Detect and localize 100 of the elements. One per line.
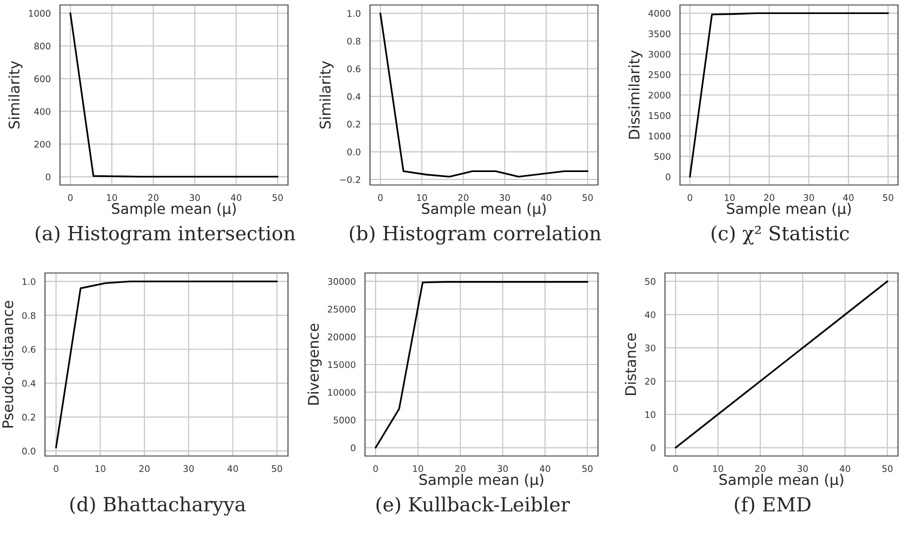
text: (c) χ² Statistic xyxy=(712,225,849,245)
text: (a) Histogram intersection xyxy=(36,225,296,245)
x-axis-title: Sample mean (μ) xyxy=(419,474,544,488)
x-tick-label: 10 xyxy=(413,465,424,472)
y-tick-label: 0.8 xyxy=(347,38,360,45)
y-tick-label: 1000 xyxy=(648,132,670,140)
y-axis-title: Dissimilarity xyxy=(628,50,642,139)
x-axis-title: Sample mean (μ) xyxy=(112,202,236,217)
line-series xyxy=(70,12,278,178)
x-tick-label: 20 xyxy=(458,194,468,202)
y-tick-label: 1000 xyxy=(28,10,50,17)
y-tick-label: 0 xyxy=(650,444,656,452)
x-tick-label: 50 xyxy=(272,465,282,472)
line-series xyxy=(55,280,278,448)
y-tick-label: 0.4 xyxy=(347,93,360,100)
y-tick-label: 0.6 xyxy=(22,346,36,353)
x-tick-label: 10 xyxy=(95,465,106,472)
x-tick-label: 40 xyxy=(540,465,550,472)
y-tick-label: 30 xyxy=(645,344,656,352)
y-tick-label: 0.0 xyxy=(22,448,36,454)
y-tick-label: 2000 xyxy=(648,92,670,99)
y-tick-label: 30000 xyxy=(328,278,356,285)
line-series xyxy=(380,12,588,178)
text: (d) Bhattacharyya xyxy=(70,496,246,516)
y-tick-label: 1.0 xyxy=(22,278,36,286)
y-tick-label: 10000 xyxy=(328,388,356,396)
x-tick-label: 30 xyxy=(500,194,510,202)
x-tick-label: 0 xyxy=(54,465,58,472)
y-tick-label: 20 xyxy=(645,378,656,385)
x-tick-label: 20 xyxy=(755,465,766,472)
y-axis-title: Similarity xyxy=(8,60,22,129)
x-tick-label: 0 xyxy=(378,194,383,202)
x-tick-label: 20 xyxy=(764,194,774,202)
x-tick-label: 30 xyxy=(804,194,814,202)
text: (e) Kullback-Leibler xyxy=(376,496,570,514)
x-tick-label: 10 xyxy=(417,194,427,202)
x-tick-label: 30 xyxy=(498,465,508,472)
y-tick-label: 1.0 xyxy=(348,10,360,17)
y-tick-label: 3500 xyxy=(648,30,670,38)
y-tick-label: 20000 xyxy=(328,334,356,340)
x-tick-label: 10 xyxy=(107,194,117,202)
x-tick-label: 40 xyxy=(843,194,854,202)
x-tick-label: 30 xyxy=(190,194,200,202)
x-tick-label: 30 xyxy=(184,465,194,472)
x-axis-title: Sample mean (μ) xyxy=(422,202,546,217)
y-tick-label: 40 xyxy=(644,311,656,318)
x-tick-label: 0 xyxy=(373,465,378,472)
y-tick-label: 5000 xyxy=(334,416,356,424)
x-tick-label: 30 xyxy=(798,465,808,472)
x-tick-label: 20 xyxy=(139,465,150,472)
x-axis-title: Sample mean (μ) xyxy=(726,202,851,217)
text: (b) Histogram correlation xyxy=(350,225,602,245)
x-tick-label: 50 xyxy=(883,194,894,202)
y-axis-title: Distance xyxy=(624,333,636,395)
x-tick-label: 50 xyxy=(882,465,893,472)
y-tick-label: 0 xyxy=(350,444,356,452)
x-tick-label: 40 xyxy=(230,194,242,202)
y-tick-label: 200 xyxy=(34,140,50,148)
y-tick-label: 400 xyxy=(34,108,50,115)
y-tick-label: 0.4 xyxy=(22,380,36,387)
y-tick-label: 0.6 xyxy=(347,65,360,72)
x-axis-title: Sample mean (μ) xyxy=(719,474,844,488)
x-tick-label: 0 xyxy=(68,194,73,202)
x-tick-label: 50 xyxy=(582,465,593,472)
y-tick-label: 2500 xyxy=(648,71,670,78)
y-tick-label: 25000 xyxy=(328,306,356,313)
y-tick-label: 800 xyxy=(34,42,50,50)
line-series xyxy=(674,280,888,449)
y-tick-label: 10 xyxy=(645,411,656,418)
y-tick-label: 0.2 xyxy=(22,414,36,421)
x-tick-label: 0 xyxy=(688,194,692,202)
x-tick-label: 20 xyxy=(148,194,158,202)
y-tick-label: 0 xyxy=(666,174,670,180)
y-tick-label: 4000 xyxy=(648,10,670,17)
x-tick-label: 50 xyxy=(272,194,283,202)
y-tick-label: 600 xyxy=(34,75,50,82)
line-series xyxy=(689,12,889,178)
y-tick-label: −0.2 xyxy=(340,176,360,184)
x-tick-label: 50 xyxy=(582,194,593,202)
y-tick-label: 50 xyxy=(645,278,656,285)
x-tick-label: 10 xyxy=(713,465,724,472)
y-axis-title: Divergence xyxy=(308,324,322,405)
y-tick-label: 15000 xyxy=(328,361,356,368)
x-tick-label: 0 xyxy=(673,465,678,472)
x-tick-label: 10 xyxy=(724,194,735,202)
x-tick-label: 40 xyxy=(540,194,552,202)
x-tick-label: 40 xyxy=(840,465,850,472)
y-axis-title: Pseudo-distaance xyxy=(2,300,14,428)
text: (f) EMD xyxy=(734,496,810,514)
x-tick-label: 20 xyxy=(455,465,466,472)
y-tick-label: 1500 xyxy=(648,112,670,120)
x-tick-label: 40 xyxy=(227,465,238,472)
y-tick-label: 0.8 xyxy=(22,312,36,319)
y-tick-label: 3000 xyxy=(648,50,670,58)
y-tick-label: 0.0 xyxy=(347,148,360,156)
y-axis-title: Similarity xyxy=(319,60,334,129)
y-tick-label: 500 xyxy=(654,153,670,160)
y-tick-label: 0 xyxy=(46,174,50,180)
y-tick-label: 0.2 xyxy=(347,120,360,128)
line-series xyxy=(374,281,588,449)
